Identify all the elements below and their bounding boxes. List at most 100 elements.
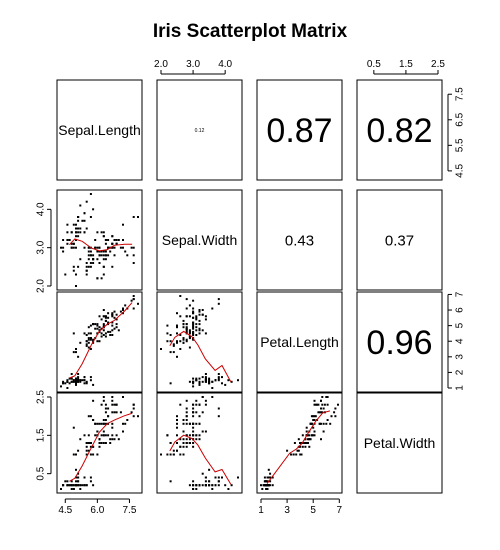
data-point — [104, 250, 107, 253]
data-point — [330, 415, 333, 418]
data-point — [192, 338, 195, 341]
data-point — [96, 323, 99, 326]
data-point — [179, 453, 182, 456]
data-point — [185, 323, 188, 326]
data-point — [77, 373, 80, 375]
data-point — [132, 407, 135, 410]
right-axis-petal-length: 1 2 3 4 5 6 7 — [447, 291, 466, 391]
data-point — [70, 246, 73, 249]
data-point — [96, 340, 99, 343]
data-point — [214, 484, 217, 487]
data-point — [122, 430, 124, 433]
data-point — [68, 484, 71, 487]
data-point — [75, 382, 77, 385]
data-point — [321, 396, 324, 398]
data-point — [107, 407, 110, 410]
data-point — [137, 415, 139, 418]
diagonal-label-sepal-length: Sepal.Length — [58, 122, 141, 138]
data-point — [117, 438, 120, 441]
data-point — [262, 484, 265, 487]
data-point — [81, 219, 84, 222]
data-point — [198, 438, 201, 441]
data-point — [92, 208, 95, 211]
data-point — [92, 383, 95, 386]
data-point — [195, 334, 198, 336]
data-point — [77, 355, 80, 358]
data-point — [309, 438, 312, 441]
data-point — [77, 216, 80, 218]
data-point — [89, 415, 92, 418]
data-point — [326, 403, 329, 406]
data-point — [208, 468, 211, 471]
tick-label: 5.5 — [455, 138, 466, 152]
data-point — [188, 337, 191, 340]
data-point — [182, 323, 185, 326]
data-point — [204, 377, 207, 380]
data-point — [312, 415, 315, 418]
data-point — [111, 422, 114, 425]
data-point — [217, 379, 220, 382]
data-point — [312, 426, 315, 429]
data-point — [204, 484, 207, 487]
data-point — [96, 250, 99, 253]
data-point — [77, 380, 80, 383]
data-point — [185, 340, 188, 343]
data-point — [260, 484, 262, 487]
bottom-axis-petal-length: 1 3 5 7 — [258, 498, 343, 516]
scatter-panel-r3-c0 — [60, 396, 139, 490]
data-point — [198, 422, 201, 425]
data-point — [182, 438, 185, 441]
data-point — [81, 379, 84, 382]
data-point — [188, 422, 191, 425]
data-point — [192, 327, 195, 330]
data-point — [98, 250, 101, 253]
data-point — [301, 445, 304, 448]
data-point — [113, 403, 116, 406]
data-point — [104, 403, 107, 406]
data-point — [72, 426, 75, 429]
data-point — [185, 442, 188, 444]
data-point — [64, 273, 67, 276]
data-point — [198, 382, 201, 385]
data-point — [211, 396, 214, 398]
diagonal-label-petal-width: Petal.Width — [364, 435, 436, 451]
data-point — [192, 415, 195, 418]
data-point — [176, 332, 178, 335]
data-point — [176, 341, 178, 344]
data-point — [75, 377, 77, 380]
data-point — [75, 476, 77, 479]
data-point — [75, 480, 77, 483]
data-point — [182, 422, 185, 425]
data-point — [87, 258, 90, 261]
data-point — [185, 422, 188, 425]
data-point — [321, 403, 324, 406]
tick-label: 5 — [310, 505, 316, 516]
data-point — [204, 318, 207, 321]
data-point — [329, 422, 332, 425]
data-point — [217, 302, 220, 305]
tick-label: 6.0 — [90, 505, 104, 516]
tick-label: 1 — [455, 385, 466, 391]
data-point — [85, 200, 88, 203]
data-point — [77, 480, 80, 483]
data-point — [102, 434, 105, 437]
data-point — [98, 254, 101, 257]
data-point — [115, 318, 118, 321]
data-point — [113, 327, 116, 330]
data-point — [102, 254, 105, 257]
data-point — [192, 316, 195, 319]
data-point — [137, 302, 139, 305]
data-point — [192, 434, 195, 437]
data-point — [89, 379, 92, 382]
data-point — [83, 476, 86, 479]
data-point — [185, 434, 188, 437]
data-point — [100, 422, 103, 425]
data-point — [119, 310, 122, 313]
data-point — [188, 304, 191, 307]
tick-label: 6.5 — [455, 112, 466, 126]
data-point — [77, 377, 80, 380]
data-point — [179, 403, 182, 406]
data-point — [94, 239, 97, 241]
data-point — [325, 396, 328, 398]
data-point — [313, 430, 316, 433]
